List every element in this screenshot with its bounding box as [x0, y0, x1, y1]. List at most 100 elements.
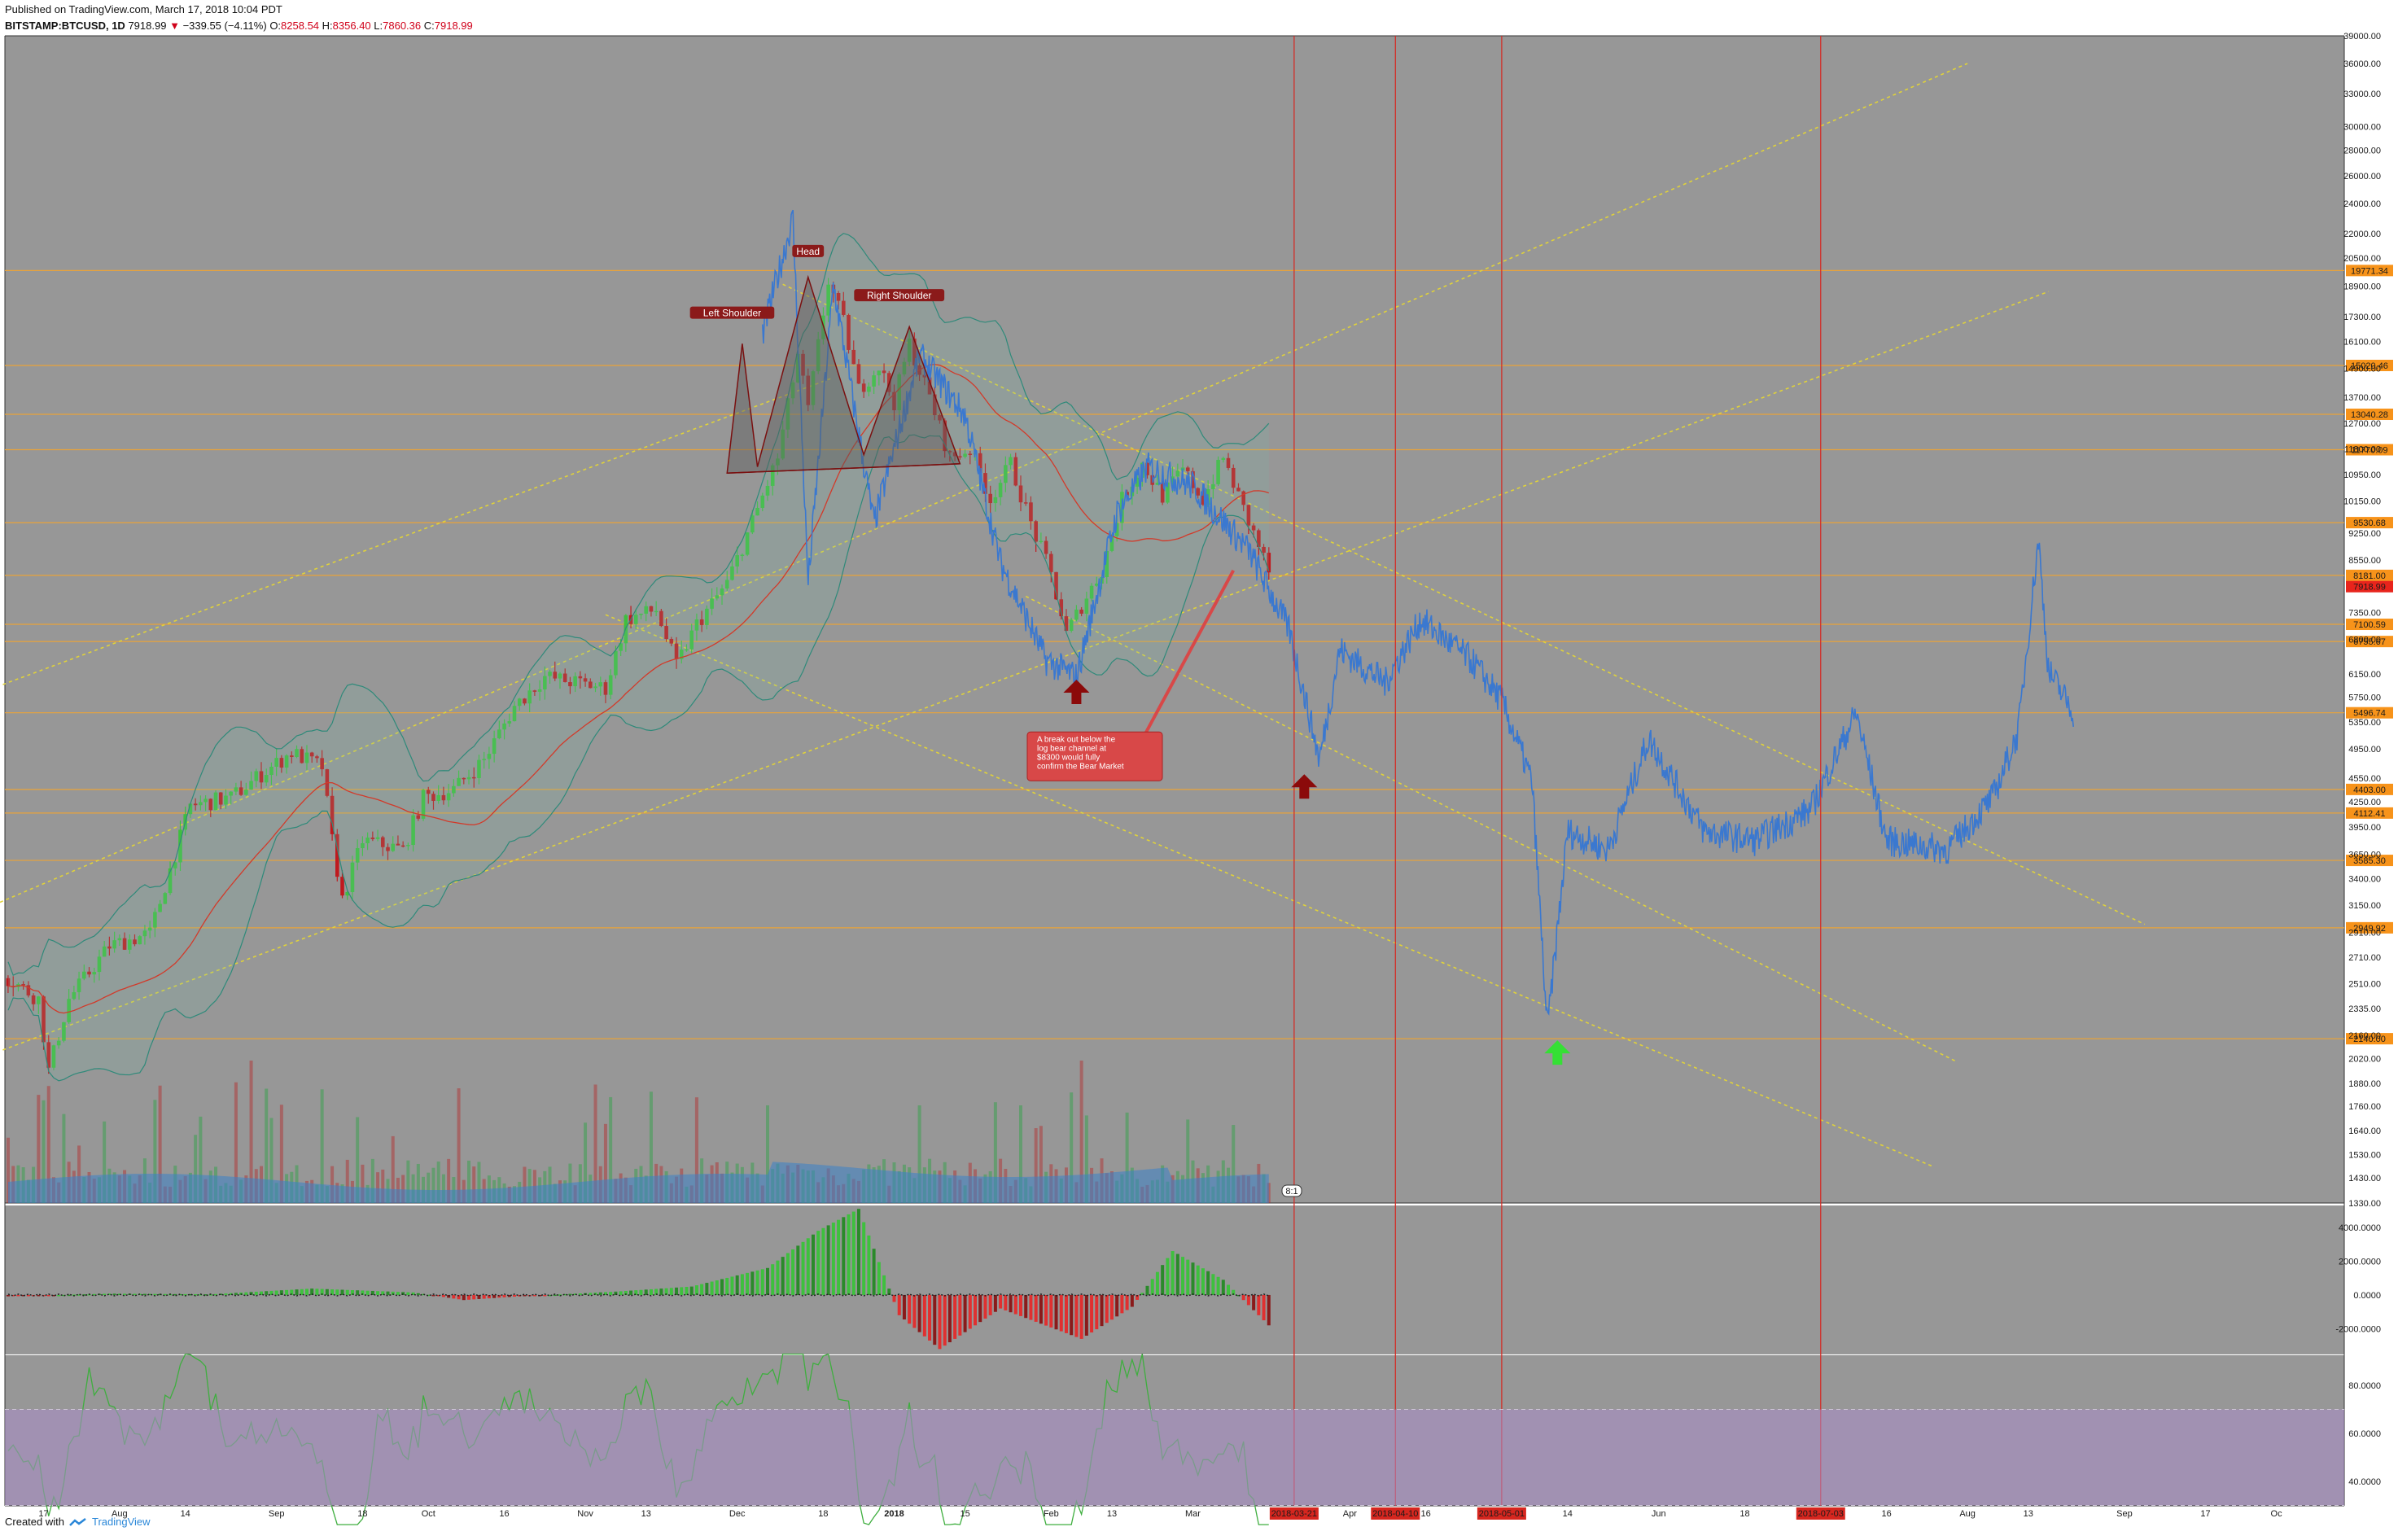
candle-body — [598, 682, 603, 687]
macd-bar — [983, 1294, 987, 1319]
volume-bar — [527, 1169, 532, 1203]
macd-bar — [917, 1294, 921, 1332]
last-price-label: 7918.99 — [2353, 583, 2386, 593]
y-tick-label: 7350.00 — [2348, 608, 2381, 618]
macd-pane — [5, 1205, 2344, 1353]
macd-bar — [740, 1274, 744, 1295]
macd-bar — [57, 1294, 61, 1297]
macd-bar — [290, 1289, 294, 1295]
candle-body — [689, 630, 694, 650]
candle-body — [801, 353, 805, 376]
candle-body — [274, 758, 278, 767]
macd-bar — [558, 1294, 562, 1296]
candle-body — [67, 999, 71, 1022]
candle-body — [1171, 476, 1175, 483]
candle — [82, 964, 86, 981]
candle — [365, 832, 370, 851]
candle — [229, 791, 233, 805]
candle — [441, 786, 446, 805]
candle-body — [92, 972, 97, 975]
volume-bar — [411, 1174, 415, 1203]
macd-bar — [943, 1294, 947, 1346]
candle — [735, 546, 739, 574]
candle-body — [46, 1042, 51, 1068]
candle-body — [659, 610, 663, 627]
macd-bar — [856, 1209, 860, 1295]
candle — [943, 418, 947, 458]
candle — [1079, 606, 1083, 617]
macd-bar — [842, 1217, 846, 1295]
macd-bar — [103, 1293, 107, 1295]
macd-bar — [46, 1294, 50, 1297]
macd-bar — [1171, 1251, 1175, 1295]
macd-bar — [356, 1290, 360, 1295]
y-tick-label: 14900.00 — [2343, 364, 2381, 374]
candle — [558, 672, 562, 689]
macd-bar — [685, 1287, 689, 1295]
candle — [1216, 456, 1220, 486]
macd-bar — [1262, 1294, 1266, 1321]
candle — [284, 754, 289, 774]
y-tick-label: 33000.00 — [2343, 90, 2381, 99]
macd-bar — [477, 1294, 481, 1299]
candle-body — [1079, 609, 1083, 614]
x-tick-label: 14 — [181, 1509, 190, 1519]
footer: Created with TradingView — [5, 1516, 151, 1528]
macd-bar — [163, 1293, 167, 1296]
candle-body — [462, 777, 466, 780]
candle — [1009, 453, 1013, 470]
candle — [107, 936, 112, 956]
candle — [396, 835, 400, 846]
candle-body — [669, 639, 674, 644]
macd-bar — [370, 1290, 374, 1295]
candle — [290, 751, 294, 763]
volume-bar — [477, 1162, 481, 1203]
macd-bar — [67, 1294, 71, 1297]
candle-body — [1231, 467, 1236, 488]
candle-body — [259, 771, 264, 783]
candle — [755, 501, 759, 516]
macd-bar — [1196, 1265, 1200, 1295]
macd-bar — [730, 1276, 734, 1295]
macd-bar — [82, 1294, 86, 1296]
candle — [391, 836, 396, 852]
candle-body — [882, 370, 886, 374]
channel-line — [0, 63, 1968, 903]
volume-bar — [1186, 1119, 1190, 1203]
candle — [988, 485, 992, 514]
candle-body — [877, 370, 882, 376]
x-tick-label: Sep — [2116, 1509, 2133, 1519]
macd-bar — [320, 1288, 324, 1295]
fib-price-label: 11770.09 — [2351, 446, 2387, 456]
cycle-date-box — [1796, 1507, 1845, 1520]
fib-price-label: 2140.00 — [2353, 1035, 2386, 1044]
candle-body — [740, 554, 745, 557]
candle-body — [699, 619, 704, 625]
macd-bar — [381, 1291, 385, 1295]
macd-bar — [112, 1293, 116, 1295]
volume-series — [7, 1061, 1271, 1203]
candle — [178, 820, 182, 872]
candle-body — [562, 673, 567, 683]
x-tick-label: 16 — [1881, 1509, 1891, 1519]
y-tick-label: 24000.00 — [2343, 199, 2381, 209]
candle — [603, 680, 608, 703]
candle-body — [654, 610, 659, 613]
up-arrow-marker — [1544, 1040, 1571, 1065]
macd-bar — [1150, 1279, 1154, 1295]
candle-body — [1023, 502, 1028, 504]
macd-bar — [806, 1238, 810, 1295]
macd-bar — [219, 1293, 223, 1295]
candle — [816, 331, 820, 374]
macd-bar — [188, 1293, 192, 1296]
fib-price-label-box — [2346, 444, 2393, 456]
candle-body — [776, 458, 780, 466]
candle-body — [1145, 462, 1149, 475]
tradingview-brand[interactable]: TradingView — [91, 1516, 151, 1528]
macd-bar — [224, 1293, 228, 1295]
macd-bar — [406, 1292, 410, 1295]
macd-bar — [877, 1262, 881, 1295]
candle — [452, 779, 456, 797]
candle — [1185, 466, 1190, 475]
